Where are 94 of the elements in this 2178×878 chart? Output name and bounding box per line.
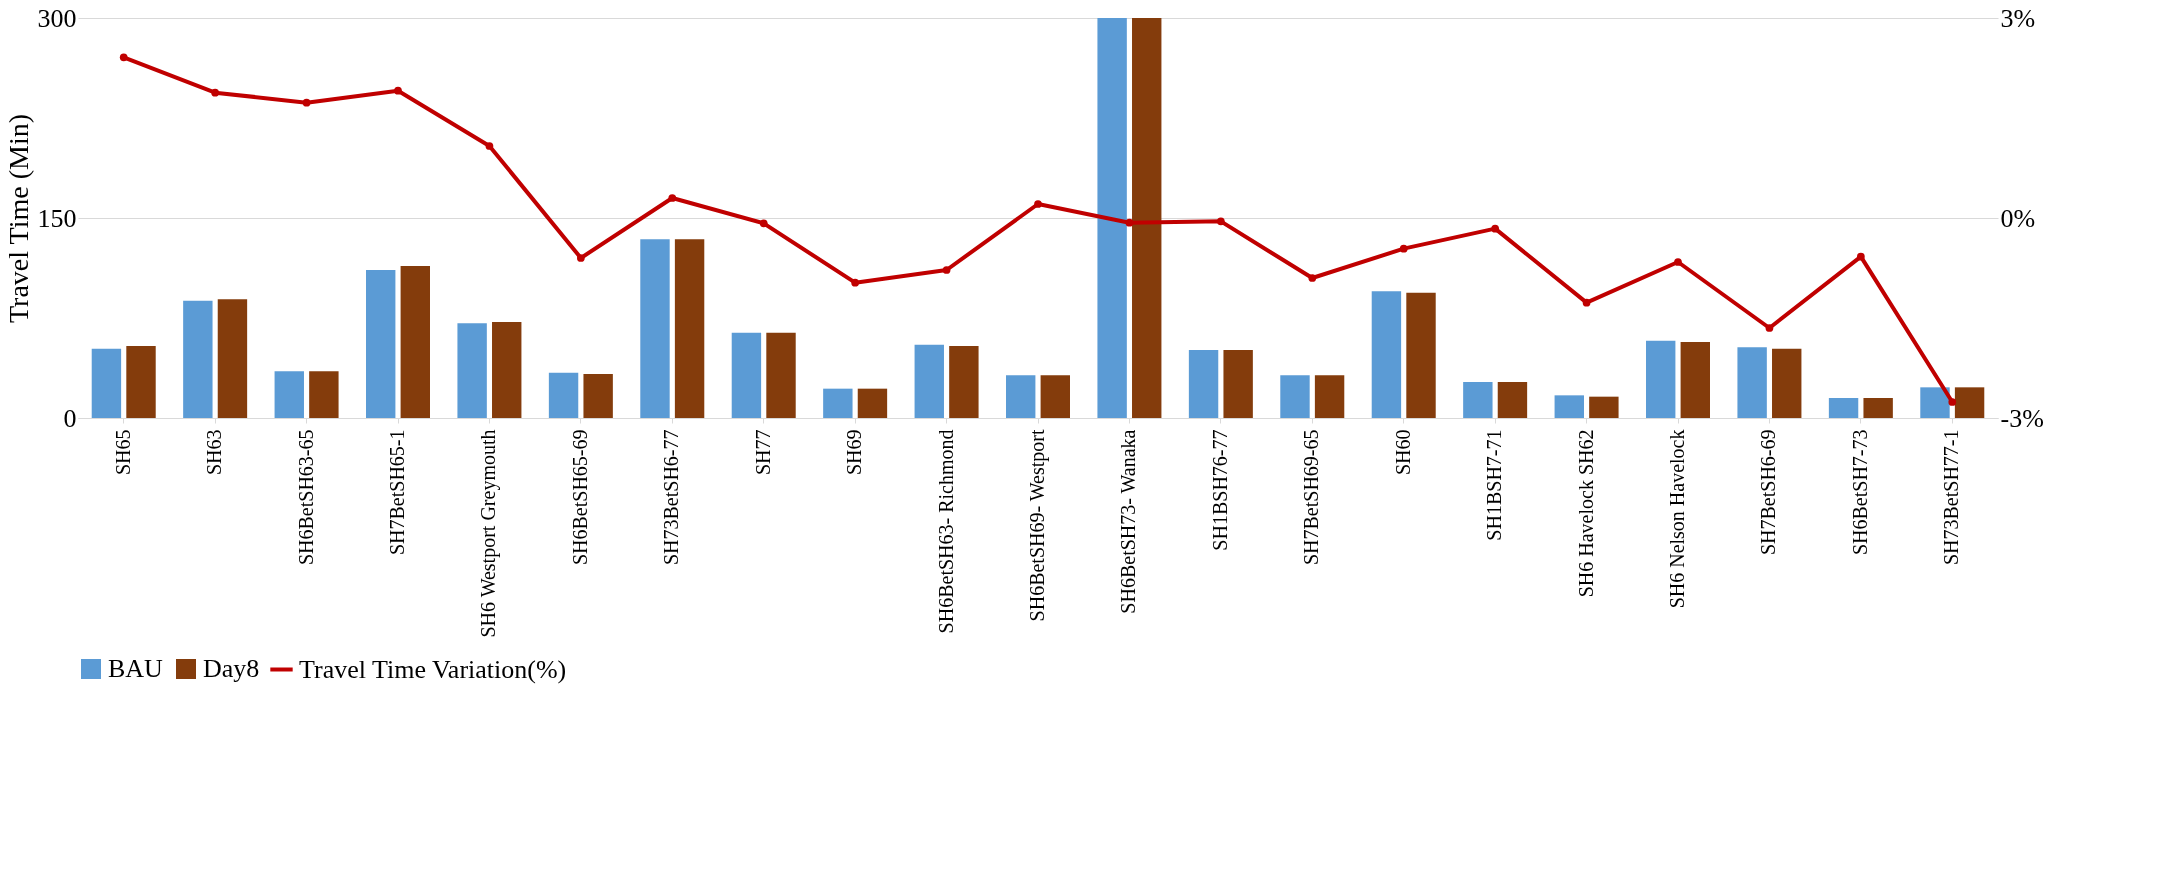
bar xyxy=(914,344,944,418)
legend-label: Travel Time Variation(%) xyxy=(299,654,567,684)
bar xyxy=(583,374,613,418)
x-tick-label: SH73BetSH6-77 xyxy=(660,429,683,566)
x-tick-label: SH69 xyxy=(843,429,866,476)
bar xyxy=(1463,382,1493,418)
point xyxy=(1034,200,1042,208)
bar xyxy=(400,266,430,418)
y-tick-label: 150 xyxy=(37,203,77,233)
bar xyxy=(309,371,339,418)
bar xyxy=(1406,292,1436,418)
bar xyxy=(1680,342,1710,418)
point xyxy=(1765,324,1774,332)
bar xyxy=(1589,396,1619,418)
bar xyxy=(766,332,796,418)
bar xyxy=(183,300,213,418)
bar xyxy=(1314,375,1345,418)
point xyxy=(1582,298,1591,307)
bar xyxy=(217,299,248,418)
bar xyxy=(1954,387,1985,418)
x-tick-label: SH6BetSH69- Westport xyxy=(1026,429,1049,622)
point xyxy=(1491,224,1500,233)
bar xyxy=(1097,18,1127,418)
point xyxy=(759,219,768,228)
bar xyxy=(1920,387,1950,418)
bar xyxy=(1006,375,1036,418)
x-tick-label: SH77 xyxy=(751,429,774,476)
bar xyxy=(548,372,579,418)
point xyxy=(576,254,585,262)
x-tick-label: SH1BSH7-71 xyxy=(1483,429,1506,541)
x-tick-label: SH6BetSH63-65 xyxy=(294,429,317,566)
bar xyxy=(1646,340,1676,418)
bar xyxy=(91,348,122,418)
point xyxy=(485,142,494,150)
x-tick-label: SH7BetSH69-65 xyxy=(1300,429,1323,566)
bar xyxy=(1863,398,1893,418)
point xyxy=(1216,217,1225,226)
x-tick-label: SH73BetSH77-1 xyxy=(1940,429,1963,566)
point xyxy=(1856,252,1865,261)
point xyxy=(1399,244,1408,253)
bar xyxy=(1040,375,1070,418)
y2-tick-label: 0% xyxy=(2000,203,2036,233)
bar xyxy=(1497,382,1528,418)
x-tick-label: SH6BetSH7-73 xyxy=(1848,429,1871,556)
x-tick-label: SH7BetSH65-1 xyxy=(386,429,408,556)
x-tick-label: SH6 Westport Greymouth xyxy=(477,429,501,638)
legend-label: BAU xyxy=(108,654,164,683)
point xyxy=(1308,274,1317,282)
x-tick-label: SH6 Nelson Havelock xyxy=(1666,429,1688,609)
bar xyxy=(1772,348,1802,418)
x-tick-label: SH63 xyxy=(203,429,226,476)
bar xyxy=(126,346,156,418)
bar xyxy=(1371,291,1402,418)
point xyxy=(942,266,951,274)
x-tick-label: SH65 xyxy=(111,429,134,476)
x-tick-label: SH6 Havelock SH62 xyxy=(1574,429,1597,598)
bar xyxy=(1280,375,1310,418)
bar xyxy=(823,388,853,418)
x-tick-label: SH60 xyxy=(1391,429,1414,476)
y-axis-title: Travel Time (Min) xyxy=(2,113,34,324)
bar xyxy=(274,371,304,418)
bar xyxy=(492,322,522,418)
bar xyxy=(731,332,762,418)
x-tick-label: SH1BSH76-77 xyxy=(1208,429,1231,551)
x-tick-label: SH6BetSH65-69 xyxy=(568,429,591,566)
bar xyxy=(1828,398,1859,418)
legend-label: Day8 xyxy=(203,654,260,683)
bar xyxy=(1554,395,1584,418)
bar xyxy=(857,388,888,418)
bar xyxy=(366,270,396,418)
point xyxy=(394,86,402,95)
bar xyxy=(640,239,670,418)
bar xyxy=(674,239,705,418)
bar xyxy=(457,323,487,418)
bar xyxy=(1737,347,1767,418)
y-tick-label: 0 xyxy=(63,403,77,433)
bar xyxy=(1132,18,1162,418)
point xyxy=(211,88,220,97)
point xyxy=(1125,218,1134,227)
point xyxy=(1674,258,1682,266)
y2-tick-label: 3% xyxy=(2000,3,2036,33)
bar xyxy=(1223,350,1253,418)
point xyxy=(851,278,860,287)
point xyxy=(668,194,677,202)
x-tick-label: SH7BetSH6-69 xyxy=(1757,429,1780,556)
point xyxy=(1948,398,1957,406)
point xyxy=(119,53,128,62)
y2-tick-label: -3% xyxy=(2000,403,2044,433)
bar xyxy=(1188,350,1219,418)
point xyxy=(302,98,311,107)
x-tick-label: SH6BetSH63- Richmond xyxy=(934,429,957,634)
y-tick-label: 300 xyxy=(37,3,77,33)
bar xyxy=(949,346,979,418)
x-tick-label: SH6BetSH73- Wanaka xyxy=(1117,429,1140,614)
